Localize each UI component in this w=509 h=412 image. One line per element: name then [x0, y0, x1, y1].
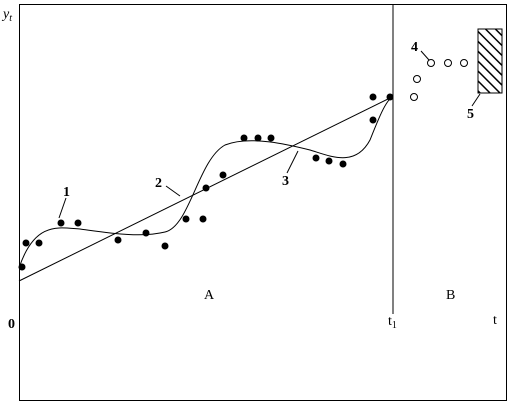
- region-a-label: A: [204, 288, 215, 303]
- observed-point: [199, 215, 207, 223]
- callout-4-label: 4: [411, 40, 418, 55]
- observed-point: [267, 134, 275, 142]
- observed-point: [202, 184, 210, 192]
- observed-point: [182, 215, 190, 223]
- observed-point: [219, 171, 227, 179]
- callout-3-leader: [286, 150, 299, 174]
- observed-point: [142, 229, 150, 237]
- observed-point: [114, 236, 122, 244]
- region-b-label: B: [446, 288, 455, 303]
- observed-point: [254, 134, 262, 142]
- callout-5-leader: [471, 93, 481, 107]
- observed-point: [18, 263, 26, 271]
- observed-point: [74, 219, 82, 227]
- observed-point: [57, 219, 65, 227]
- frame-border: [19, 4, 507, 401]
- t-axis-label: t: [493, 313, 497, 328]
- observed-point: [386, 93, 394, 101]
- observed-point: [369, 93, 377, 101]
- forecast-point: [410, 93, 418, 101]
- observed-point: [22, 239, 30, 247]
- observed-point: [339, 160, 347, 168]
- y-axis-label: yt: [1, 7, 12, 24]
- forecast-point: [427, 59, 435, 67]
- callout-4-leader: [420, 50, 430, 61]
- observed-points: [18, 93, 394, 271]
- callout-5-label: 5: [467, 107, 474, 122]
- observed-point: [312, 154, 320, 162]
- forecast-point: [444, 59, 452, 67]
- observed-point: [35, 239, 43, 247]
- origin-label: 0: [8, 317, 15, 332]
- callout-2-label: 2: [155, 176, 162, 191]
- forecast-point: [413, 75, 421, 83]
- observed-point: [325, 157, 333, 165]
- t1-label: t1: [388, 314, 397, 331]
- hatched-forecast-interval: [477, 28, 503, 94]
- forecast-points: [410, 59, 468, 101]
- callout-3-label: 3: [282, 174, 289, 189]
- observed-point: [161, 242, 169, 250]
- observed-point: [369, 116, 377, 124]
- observed-point: [240, 134, 248, 142]
- smooth-fit-curve: [18, 96, 393, 269]
- callout-2-leader: [165, 185, 181, 197]
- callout-1-label: 1: [63, 185, 70, 200]
- callout-1-leader: [58, 197, 67, 219]
- forecast-point: [460, 59, 468, 67]
